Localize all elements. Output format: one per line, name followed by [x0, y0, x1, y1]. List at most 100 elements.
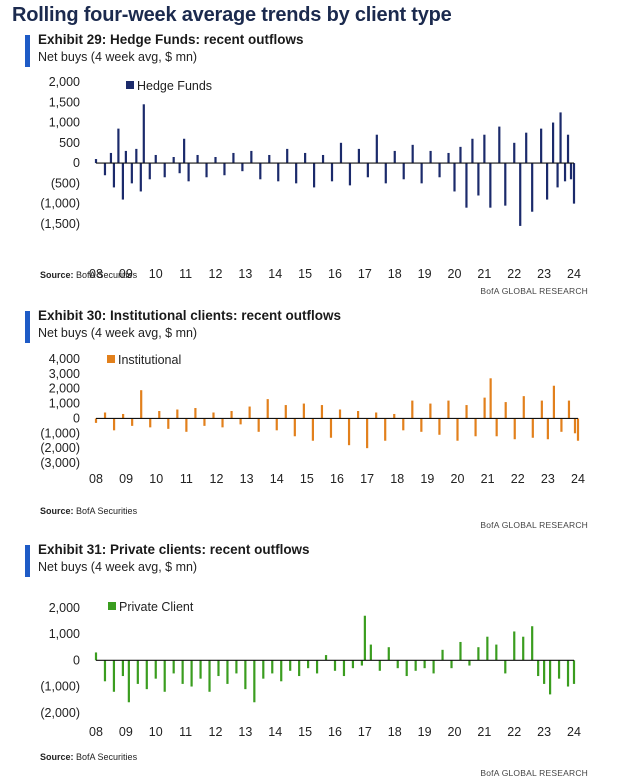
x-tick-label: 20 — [451, 472, 465, 486]
x-tick-label: 24 — [567, 725, 581, 739]
source-note: Source: BofA Securities — [40, 752, 137, 762]
x-tick-label: 19 — [418, 267, 432, 281]
x-tick-label: 12 — [209, 725, 223, 739]
x-tick-label: 09 — [119, 267, 133, 281]
x-tick-label: 18 — [390, 472, 404, 486]
y-tick-label: 0 — [73, 411, 80, 425]
x-tick-label: 17 — [358, 267, 372, 281]
y-tick-label: (3,000) — [40, 456, 80, 470]
research-credit: BofA GLOBAL RESEARCH — [480, 768, 588, 778]
y-tick-label: (1,000) — [40, 426, 80, 440]
y-tick-label: 2,000 — [49, 75, 80, 89]
exhibit-title: Exhibit 30: Institutional clients: recen… — [38, 308, 342, 323]
x-tick-label: 21 — [477, 267, 491, 281]
x-tick-label: 11 — [179, 267, 192, 281]
x-tick-label: 08 — [89, 472, 103, 486]
x-tick-label: 13 — [238, 267, 252, 281]
y-tick-label: (2,000) — [40, 441, 80, 455]
x-tick-label: 11 — [180, 472, 193, 486]
series-bars — [94, 104, 576, 226]
x-tick-label: 13 — [238, 725, 252, 739]
exhibit-title: Exhibit 31: Private clients: recent outf… — [38, 542, 310, 557]
legend-swatch — [107, 355, 115, 363]
x-tick-label: 23 — [541, 472, 555, 486]
x-tick-label: 19 — [418, 725, 432, 739]
x-tick-label: 18 — [388, 725, 402, 739]
y-tick-label: 0 — [73, 156, 80, 170]
y-tick-label: 1,000 — [49, 627, 80, 641]
research-credit: BofA GLOBAL RESEARCH — [480, 286, 588, 296]
hedge-funds-chart: 2,000 1,500 1,000 500 0 (500) (1,000) (1,500) 08… — [40, 75, 581, 281]
y-tick-label: 500 — [59, 136, 80, 150]
x-tick-label: 16 — [328, 725, 342, 739]
chart-panel-institutional: Exhibit 30: Institutional clients: recen… — [0, 308, 620, 538]
y-tick-label: 4,000 — [49, 352, 80, 366]
x-tick-label: 16 — [330, 472, 344, 486]
x-tick-label: 23 — [537, 725, 551, 739]
legend-label: Institutional — [118, 353, 181, 367]
legend-swatch — [108, 602, 116, 610]
exhibit-accent-bar — [25, 311, 30, 343]
y-tick-label: 0 — [73, 653, 80, 667]
page-title: Rolling four-week average trends by clie… — [12, 4, 452, 26]
legend-label: Private Client — [119, 600, 194, 614]
x-tick-label: 22 — [511, 472, 525, 486]
x-tick-label: 23 — [537, 267, 551, 281]
y-tick-label: 1,500 — [49, 95, 80, 109]
source-text: BofA Securities — [76, 270, 138, 280]
source-label: Source: — [40, 752, 74, 762]
x-tick-label: 14 — [268, 725, 282, 739]
legend-swatch — [126, 81, 134, 89]
exhibit-accent-bar — [25, 545, 30, 577]
x-tick-label: 22 — [507, 725, 521, 739]
source-note: Source: BofA Securities — [40, 270, 137, 280]
x-tick-label: 14 — [270, 472, 284, 486]
x-tick-label: 18 — [388, 267, 402, 281]
source-note: Source: BofA Securities — [40, 506, 137, 516]
y-tick-label: 1,000 — [49, 397, 80, 411]
x-tick-label: 10 — [149, 267, 163, 281]
y-tick-label: (2,000) — [40, 706, 80, 720]
x-tick-label: 14 — [268, 267, 282, 281]
x-tick-label: 15 — [298, 267, 312, 281]
y-tick-label: 2,000 — [49, 382, 80, 396]
x-tick-label: 09 — [119, 472, 133, 486]
x-tick-label: 11 — [179, 725, 192, 739]
x-tick-label: 24 — [571, 472, 585, 486]
y-tick-label: (500) — [51, 176, 80, 190]
chart-panel-hedge-funds: Exhibit 29: Hedge Funds: recent outflows… — [0, 32, 620, 300]
y-tick-label: 3,000 — [49, 367, 80, 381]
y-axis-unit-label: Net buys (4 week avg, $ mn) — [38, 560, 198, 574]
y-axis-unit-label: Net buys (4 week avg, $ mn) — [38, 50, 198, 64]
source-text: BofA Securities — [76, 506, 138, 516]
exhibit-accent-bar — [25, 35, 30, 67]
x-tick-label: 10 — [149, 472, 163, 486]
y-tick-label: (1,000) — [40, 197, 80, 211]
institutional-chart: 4,0003,0002,0001,0000(1,000)(2,000)(3,00… — [40, 352, 585, 486]
series-bars — [94, 615, 576, 703]
x-tick-label: 15 — [298, 725, 312, 739]
x-tick-label: 17 — [360, 472, 374, 486]
x-tick-label: 24 — [567, 267, 581, 281]
x-tick-label: 13 — [240, 472, 254, 486]
x-tick-label: 16 — [328, 267, 342, 281]
x-tick-label: 17 — [358, 725, 372, 739]
x-tick-label: 09 — [119, 725, 133, 739]
x-tick-label: 20 — [448, 267, 462, 281]
legend-label: Hedge Funds — [137, 79, 212, 93]
x-tick-label: 21 — [477, 725, 491, 739]
x-tick-label: 12 — [209, 267, 223, 281]
research-credit: BofA GLOBAL RESEARCH — [480, 520, 588, 530]
series-bars — [94, 378, 580, 449]
x-tick-label: 21 — [481, 472, 495, 486]
y-tick-label: 2,000 — [49, 601, 80, 615]
x-tick-label: 10 — [149, 725, 163, 739]
x-tick-label: 08 — [89, 267, 103, 281]
x-tick-label: 22 — [507, 267, 521, 281]
y-tick-label: (1,000) — [40, 680, 80, 694]
x-tick-label: 12 — [210, 472, 224, 486]
source-label: Source: — [40, 506, 74, 516]
chart-panel-private-clients: Exhibit 31: Private clients: recent outf… — [0, 542, 620, 782]
y-axis-unit-label: Net buys (4 week avg, $ mn) — [38, 326, 198, 340]
x-tick-label: 15 — [300, 472, 314, 486]
